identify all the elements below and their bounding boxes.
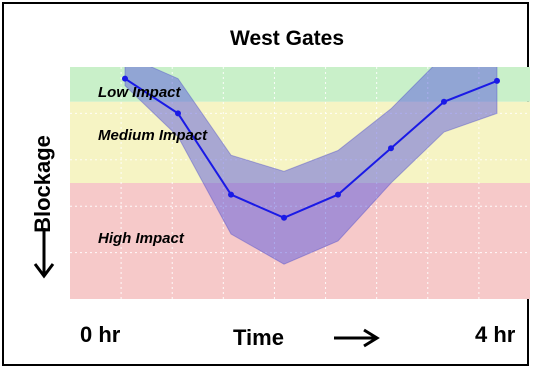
data-point-2	[228, 191, 235, 198]
confidence-band-0	[124, 67, 498, 265]
zone-label-1: Medium Impact	[98, 127, 208, 144]
x-tick-label-start: 0 hr	[80, 322, 121, 347]
data-point-7	[494, 77, 500, 84]
y-axis-label: Blockage	[30, 135, 55, 233]
x-axis-label: Time	[233, 325, 284, 350]
data-point-5	[387, 145, 394, 152]
series-line-0	[124, 77, 498, 219]
data-point-4	[334, 191, 341, 198]
data-point-0	[122, 75, 128, 82]
zone-label-2: High Impact	[98, 230, 185, 247]
x-axis-right-arrow-icon	[334, 328, 380, 348]
chart-title: West Gates	[230, 27, 344, 50]
data-point-6	[440, 98, 447, 105]
x-tick-label-end: 4 hr	[475, 322, 516, 347]
plot-area: Low Impact Medium Impact High Impact	[70, 67, 530, 299]
data-point-1	[175, 110, 182, 117]
data-point-3	[281, 214, 288, 221]
y-axis-down-arrow-icon	[33, 228, 55, 279]
zone-label-0: Low Impact	[98, 84, 182, 101]
